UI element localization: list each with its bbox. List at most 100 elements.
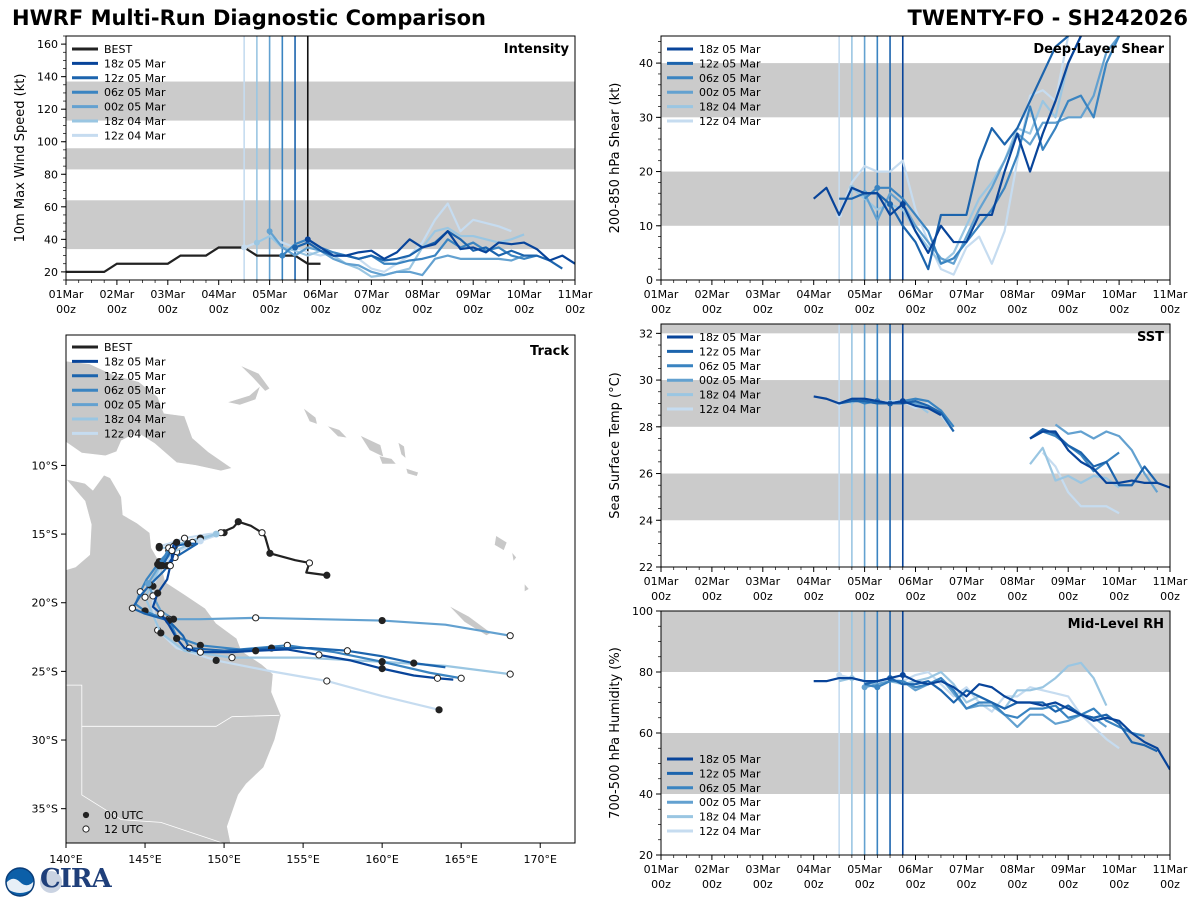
- x-tick-label: 11Mar: [1153, 575, 1188, 588]
- track-marker-00utc: [410, 659, 418, 667]
- x-tick-label: 03Mar: [745, 575, 780, 588]
- x-tick-label: 10Mar: [507, 288, 542, 301]
- legend-label: 18z 04 Mar: [104, 413, 166, 426]
- x-tick-label: 04Mar: [796, 575, 831, 588]
- x-tick-label: 150°E: [207, 853, 240, 866]
- series-line-12z-05-mar: [838, 400, 955, 433]
- x-tick-sublabel: 00z: [209, 303, 229, 316]
- intensity-panel: 20 40 60 80 100 120 140 160 01Mar 00z 02Mar 00z 03Ma…: [13, 35, 593, 316]
- legend-label: 12z 04 Mar: [104, 427, 166, 440]
- sst-panel: 22 24 26 28 30 32 01Mar 00z 02Mar 00z 03Mar 00z 04Ma…: [608, 323, 1188, 603]
- x-tick-label: 145°E: [128, 853, 161, 866]
- x-tick-label: 05Mar: [847, 288, 882, 301]
- new-guinea-land: [66, 360, 233, 472]
- track-marker-00utc: [378, 616, 386, 625]
- shade-band: [66, 81, 575, 121]
- x-tick-sublabel: 00z: [957, 303, 977, 316]
- x-tick-label: 07Mar: [354, 288, 389, 301]
- x-tick-sublabel: 00z: [412, 303, 432, 316]
- x-tick-label: 06Mar: [898, 863, 933, 876]
- x-tick-label: 08Mar: [1000, 863, 1035, 876]
- x-tick-label: 02Mar: [100, 288, 135, 301]
- series-line-18z-05-mar: [1029, 430, 1170, 489]
- init-marker: [899, 672, 906, 679]
- bougainville-land: [302, 407, 318, 425]
- x-tick-label: 06Mar: [303, 288, 338, 301]
- x-tick-sublabel: 00z: [565, 303, 585, 316]
- legend-label: 18z 05 Mar: [699, 331, 761, 344]
- cira-logo-text: CIRA: [40, 864, 112, 894]
- state-border: [81, 726, 223, 843]
- series-line-00z-05-mar: [1054, 423, 1159, 493]
- x-tick-sublabel: 00z: [362, 303, 382, 316]
- rh-ylabel: 700-500 hPa Humidity (%): [608, 647, 623, 819]
- track-marker-12utc: [196, 648, 204, 656]
- legend-label: 06z 05 Mar: [699, 782, 761, 795]
- track-marker-00utc: [155, 544, 163, 552]
- x-tick-sublabel: 00z: [753, 303, 773, 316]
- x-tick-sublabel: 00z: [1109, 878, 1129, 891]
- series-line-12z-04-mar: [1041, 451, 1120, 515]
- x-tick-sublabel: 00z: [702, 590, 722, 603]
- track-marker-00utc: [234, 518, 242, 526]
- track-marker-00utc: [212, 656, 220, 664]
- legend-label: 18z 04 Mar: [104, 115, 166, 128]
- shade-band: [661, 473, 1170, 521]
- track-line-12z-05-mar: [131, 542, 446, 669]
- x-tick-sublabel: 00z: [311, 303, 331, 316]
- shade-band: [661, 611, 1170, 672]
- legend-label: 00z 05 Mar: [699, 86, 761, 99]
- y-tick-label: 25°S: [32, 665, 58, 678]
- storm-id-title: TWENTY-FO - SH242026: [907, 6, 1188, 30]
- track-marker-12utc: [305, 559, 314, 567]
- best-track-path: [220, 520, 327, 577]
- track-marker-12utc: [433, 674, 442, 682]
- x-tick-label: 01Mar: [49, 288, 84, 301]
- x-tick-label: 140°E: [49, 853, 82, 866]
- x-tick-sublabel: 00z: [1058, 303, 1078, 316]
- y-tick-label: 28: [639, 421, 653, 434]
- track-marker-00utc: [266, 549, 274, 557]
- y-tick-label: 40: [44, 233, 58, 246]
- x-tick-label: 155°E: [286, 853, 319, 866]
- track-marker-12utc: [343, 647, 351, 655]
- x-tick-sublabel: 00z: [1160, 590, 1180, 603]
- y-tick-label: 140: [37, 71, 58, 84]
- new-britain-land: [226, 384, 262, 406]
- track-panel: 140°E 145°E 150°E 155°E 160°E 165°E 170°E 10°S 1…: [32, 334, 576, 866]
- track-marker-12utc: [323, 677, 331, 685]
- x-tick-label: 11Mar: [1153, 863, 1188, 876]
- legend-label: 12z 05 Mar: [699, 345, 761, 358]
- y-tick-label: 15°S: [32, 528, 58, 541]
- init-marker: [861, 684, 868, 691]
- track-marker-00utc: [378, 665, 386, 673]
- x-tick-sublabel: 00z: [702, 878, 722, 891]
- sst-panel-title: SST: [1137, 330, 1164, 345]
- y-tick-label: 20°S: [32, 597, 58, 610]
- legend-label: 06z 05 Mar: [104, 86, 166, 99]
- y-tick-label: 120: [37, 103, 58, 116]
- y-tick-label: 10: [639, 220, 653, 233]
- x-tick-label: 09Mar: [1051, 863, 1086, 876]
- legend-label: 12z 05 Mar: [104, 72, 166, 85]
- shear-panel-title: Deep-Layer Shear: [1033, 42, 1164, 57]
- track-map-area: [66, 360, 530, 843]
- x-tick-label: 01Mar: [644, 288, 679, 301]
- series-line-00z-05-mar: [268, 230, 525, 277]
- legend-label: 12z 04 Mar: [104, 129, 166, 142]
- track-panel-title: Track: [530, 344, 569, 359]
- init-marker: [874, 684, 881, 691]
- x-tick-sublabel: 00z: [702, 303, 722, 316]
- y-tick-label: 0: [646, 274, 653, 287]
- track-marker-00utc: [157, 629, 165, 637]
- x-tick-sublabel: 00z: [56, 303, 76, 316]
- x-tick-sublabel: 00z: [651, 878, 671, 891]
- x-tick-sublabel: 00z: [804, 590, 824, 603]
- marker-12utc-label: 12 UTC: [104, 823, 144, 836]
- track-marker-00utc: [154, 589, 162, 597]
- x-tick-sublabel: 00z: [158, 303, 178, 316]
- rh-panel-title: Mid-Level RH: [1068, 617, 1164, 632]
- solomon-island-land: [359, 434, 385, 458]
